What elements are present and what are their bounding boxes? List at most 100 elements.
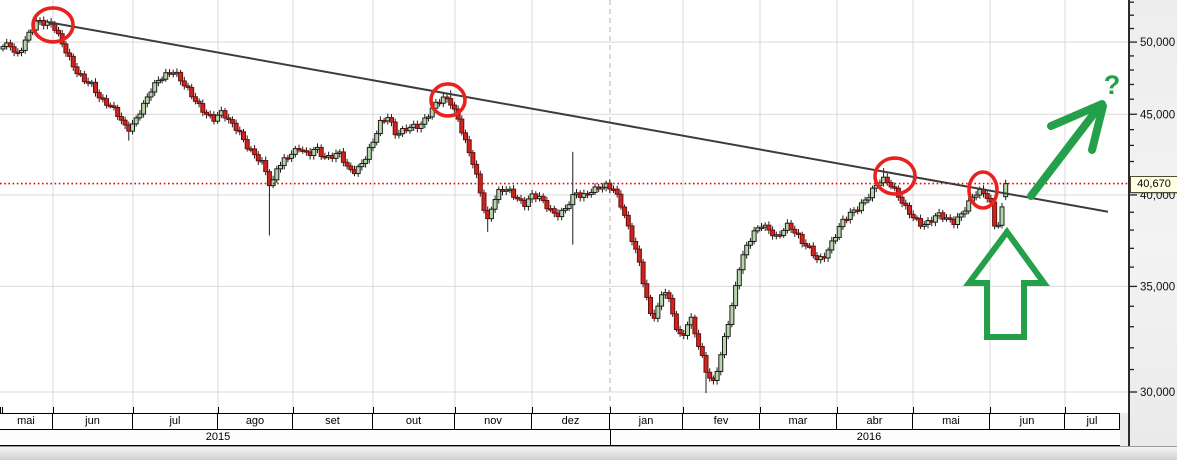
candle-body [70, 55, 76, 68]
year-divider [610, 430, 611, 446]
trendline-touch-circle [873, 156, 917, 196]
candle-body [755, 227, 761, 232]
candle-body [525, 198, 531, 207]
candle-body [870, 187, 875, 199]
month-cell-ago[interactable]: ago [218, 414, 293, 429]
candle-body [655, 305, 661, 319]
candle-body [792, 228, 798, 234]
candle-body [148, 91, 154, 98]
candle-body [888, 182, 894, 188]
candle-body [229, 119, 235, 124]
month-cell-mai[interactable]: mai [913, 414, 990, 429]
candle-body [840, 218, 846, 228]
candle-body [673, 313, 679, 331]
candle-body [26, 31, 32, 41]
price-axis[interactable]: 50,000 45,000 40,000 35,000 30,000 [1128, 0, 1177, 447]
candle-body [825, 249, 831, 259]
candle-body [159, 78, 165, 82]
candle-body [344, 161, 350, 167]
candle-body [899, 196, 905, 204]
candle-body [614, 188, 620, 195]
candle-body [318, 146, 324, 158]
candle-body [22, 39, 28, 51]
candle-body [714, 370, 720, 381]
time-axis-months[interactable]: mai jun jul ago set out nov dez jan fev mar abr mai j… [0, 413, 1120, 430]
candle-body [200, 103, 206, 113]
candle-body [241, 131, 246, 141]
candle-body [222, 110, 228, 119]
candle-body [759, 226, 764, 230]
arrow-shaft [1027, 103, 1103, 200]
month-cell-mar[interactable]: mar [760, 414, 837, 429]
month-cell-fev[interactable]: fev [683, 414, 760, 429]
candle-body [52, 23, 58, 31]
candle-body [692, 316, 698, 335]
candle-body [910, 213, 916, 219]
candle-body [703, 354, 709, 373]
candle-body [677, 329, 683, 335]
candle-body [962, 210, 968, 215]
candle-body [770, 229, 776, 237]
candle-body [932, 215, 938, 223]
candle-body [377, 119, 383, 135]
candle-body [192, 96, 198, 102]
candle-body [204, 111, 209, 115]
candle-body [422, 117, 428, 125]
y-axis-label: 50,000 [1140, 37, 1175, 49]
candle-body [670, 297, 676, 315]
trendline-touch-circle [31, 6, 75, 44]
candle-body [426, 116, 431, 119]
candle-body [544, 200, 550, 210]
candle-body [788, 222, 794, 230]
month-cell-jun[interactable]: jun [990, 414, 1065, 429]
candle-body [115, 107, 121, 117]
candle-body [644, 283, 650, 298]
last-price-tag: 40,670 [1130, 176, 1177, 193]
candle-body [781, 229, 787, 236]
candle-body [551, 208, 557, 214]
month-cell-jul[interactable]: jul [1065, 414, 1120, 429]
axis-corner [1120, 413, 1128, 446]
candle-body [451, 104, 457, 110]
candle-body [392, 121, 398, 136]
candle-body [189, 86, 195, 98]
candle-body [263, 160, 269, 173]
candle-body [599, 186, 605, 190]
month-cell-nov[interactable]: nov [455, 414, 532, 429]
month-cell-set[interactable]: set [293, 414, 373, 429]
trendline-touch-circle [429, 82, 467, 118]
candle-body [659, 294, 665, 307]
candle-body [622, 206, 628, 216]
time-axis-years[interactable]: 2015 2016 [0, 430, 1120, 446]
candle-body [144, 96, 150, 104]
month-cell-dez[interactable]: dez [532, 414, 610, 429]
month-cell-mai[interactable]: mai [0, 414, 53, 429]
month-cell-jun[interactable]: jun [53, 414, 133, 429]
up-block-arrow [963, 226, 1050, 340]
candle-body [833, 236, 838, 242]
candle-body [133, 117, 139, 125]
candle-body [215, 114, 221, 122]
year-label-2015: 2015 [205, 431, 231, 443]
candlestick-plot-area[interactable] [0, 0, 1128, 413]
month-cell-out[interactable]: out [373, 414, 455, 429]
candle-body [718, 354, 724, 372]
candle-body [918, 218, 924, 227]
candle-body [396, 133, 402, 136]
candle-body [810, 245, 816, 257]
candle-body [562, 208, 568, 211]
candle-body [466, 139, 472, 154]
candle-body [63, 43, 69, 54]
candle-body [252, 148, 258, 156]
trendline-touch-circle [967, 170, 999, 210]
candle-body [570, 194, 576, 206]
candle-body [481, 192, 487, 211]
candlestick-chart[interactable] [0, 0, 1128, 413]
candle-body [511, 188, 517, 198]
month-cell-jan[interactable]: jan [610, 414, 683, 429]
month-cell-abr[interactable]: abr [837, 414, 913, 429]
candle-body [836, 226, 842, 238]
arrow-barb [1047, 100, 1106, 130]
month-cell-jul[interactable]: jul [133, 414, 218, 429]
